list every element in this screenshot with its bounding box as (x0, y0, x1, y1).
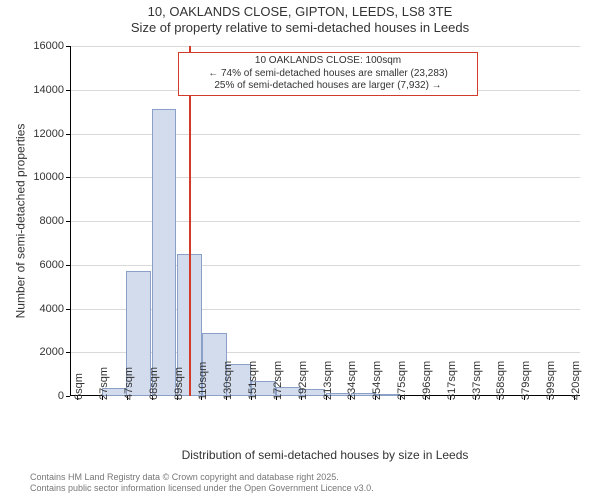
y-tick-label: 10000 (33, 171, 70, 183)
x-tick-label: 68sqm (148, 367, 160, 400)
x-tick-label: 213sqm (322, 361, 334, 400)
x-tick-label: 27sqm (98, 367, 110, 400)
x-tick-label: 151sqm (247, 361, 259, 400)
x-tick-label: 234sqm (346, 361, 358, 400)
plot: 02000400060008000100001200014000160006sq… (70, 46, 580, 396)
x-tick-label: 6sqm (73, 373, 85, 400)
gridline (70, 177, 580, 178)
title-line-2: Size of property relative to semi-detach… (0, 20, 600, 36)
y-tick-label: 8000 (40, 215, 70, 227)
y-tick-label: 16000 (33, 40, 70, 52)
chart-container: 10, OAKLANDS CLOSE, GIPTON, LEEDS, LS8 3… (0, 0, 600, 500)
x-tick-label: 358sqm (495, 361, 507, 400)
x-tick-label: 47sqm (123, 367, 135, 400)
x-tick-label: 275sqm (396, 361, 408, 400)
y-tick-label: 6000 (40, 259, 70, 271)
annotation-box: 10 OAKLANDS CLOSE: 100sqm← 74% of semi-d… (178, 52, 478, 96)
annotation-line: ← 74% of semi-detached houses are smalle… (183, 68, 473, 81)
x-tick-label: 110sqm (197, 362, 209, 400)
x-axis-label: Distribution of semi-detached houses by … (70, 448, 580, 462)
x-tick-label: 317sqm (446, 361, 458, 400)
y-tick-label: 0 (58, 390, 70, 402)
y-tick-label: 14000 (33, 84, 70, 96)
annotation-line: 10 OAKLANDS CLOSE: 100sqm (183, 55, 473, 68)
y-tick-label: 2000 (40, 346, 70, 358)
x-tick-label: 172sqm (272, 361, 284, 400)
credits-line-2: Contains public sector information licen… (30, 483, 374, 494)
x-tick-label: 254sqm (371, 361, 383, 400)
x-tick-label: 420sqm (570, 361, 582, 400)
annotation-line: 25% of semi-detached houses are larger (… (183, 80, 473, 93)
chart-title: 10, OAKLANDS CLOSE, GIPTON, LEEDS, LS8 3… (0, 4, 600, 37)
x-tick-label: 337sqm (471, 361, 483, 400)
gridline (70, 134, 580, 135)
histogram-bar (152, 109, 177, 396)
credits-line-1: Contains HM Land Registry data © Crown c… (30, 472, 374, 483)
y-tick-label: 12000 (33, 128, 70, 140)
plot-area: 02000400060008000100001200014000160006sq… (70, 46, 580, 396)
y-axis-label: Number of semi-detached properties (12, 46, 28, 396)
x-tick-label: 379sqm (520, 361, 532, 400)
x-tick-label: 399sqm (545, 361, 557, 400)
gridline (70, 265, 580, 266)
gridline (70, 221, 580, 222)
credits: Contains HM Land Registry data © Crown c… (30, 472, 374, 495)
title-line-1: 10, OAKLANDS CLOSE, GIPTON, LEEDS, LS8 3… (0, 4, 600, 20)
x-tick-label: 130sqm (222, 361, 234, 400)
x-tick-label: 89sqm (173, 367, 185, 400)
x-tick-label: 192sqm (297, 361, 309, 400)
gridline (70, 46, 580, 47)
y-tick-label: 4000 (40, 303, 70, 315)
reference-line (189, 46, 191, 396)
x-tick-label: 296sqm (421, 361, 433, 400)
